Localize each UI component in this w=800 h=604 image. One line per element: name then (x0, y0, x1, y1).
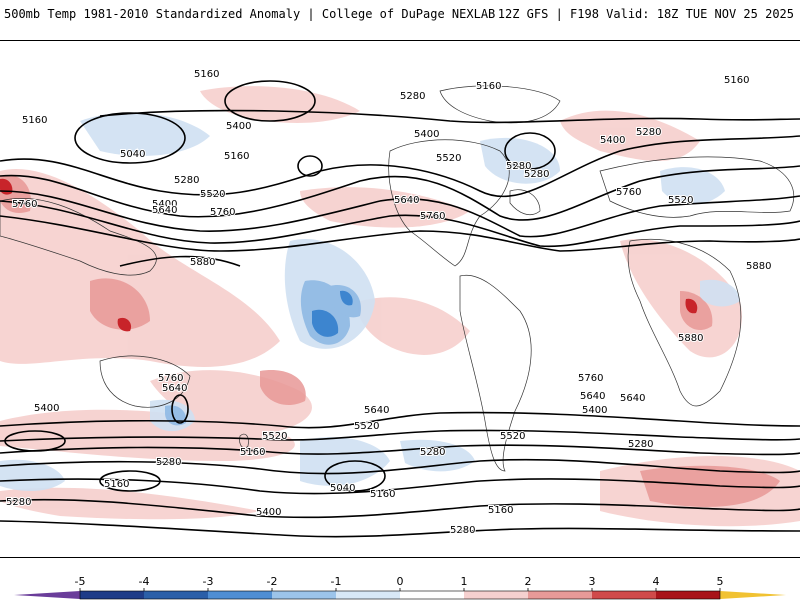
colorbar-tick-label: -3 (202, 575, 214, 588)
colorbar-ticks (79, 588, 721, 591)
contour-label: 5280 (156, 457, 181, 468)
colorbar-high-arrow (720, 591, 786, 599)
contour-label: 5760 (578, 373, 603, 384)
contour-label: 5280 (628, 439, 653, 450)
contour-label: 5400 (256, 507, 281, 518)
contour-label: 5640 (580, 391, 605, 402)
contour-label: 5640 (394, 195, 419, 206)
colorbar-tick-label: 0 (396, 575, 404, 588)
contour-label: 5160 (22, 115, 47, 126)
contour-label: 5160 (224, 151, 249, 162)
colorbar-segment (144, 591, 208, 599)
contour-label: 5640 (152, 205, 177, 216)
contour-label: 5880 (678, 333, 703, 344)
contour-label: 5160 (370, 489, 395, 500)
contour-label: 5640 (364, 405, 389, 416)
contour-label: 5280 (524, 169, 549, 180)
header: 500mb Temp 1981-2010 Standardized Anomal… (0, 0, 800, 40)
contour-label: 5520 (354, 421, 379, 432)
contour-label: 5400 (226, 121, 251, 132)
contour-label: 5400 (152, 199, 177, 210)
contour-label: 5520 (200, 189, 225, 200)
colorbar-segment (400, 591, 464, 599)
cool-anomaly-strong (312, 290, 353, 337)
contour-label: 5280 (450, 525, 475, 536)
contour-label: 5400 (34, 403, 59, 414)
colorbar-segment (336, 591, 400, 599)
colorbar-segment (272, 591, 336, 599)
contour-label: 5160 (476, 81, 501, 92)
height-contours (0, 80, 800, 538)
contour-label-group: 5160 5160 5160 5160 5160 5160 5160 5280 … (5, 68, 772, 537)
contour-label: 5640 (162, 383, 187, 394)
contour-label: 5160 (194, 69, 219, 80)
contour-label: 5160 (724, 75, 749, 86)
contour-label: 5520 (668, 195, 693, 206)
contour-label: 5520 (262, 431, 287, 442)
run-info: 12Z GFS | F198 Valid: 18Z TUE NOV 25 202… (497, 7, 794, 21)
colorbar-segment (592, 591, 656, 599)
colorbar-svg (14, 588, 786, 600)
colorbar-tick-label: -2 (266, 575, 278, 588)
contour-label: 5760 (158, 373, 183, 384)
contour-label: 5520 (500, 431, 525, 442)
colorbar-tick-label: -1 (330, 575, 342, 588)
anomaly-map: 5160 5160 5160 5160 5160 5160 5160 5280 … (0, 40, 800, 558)
contour-label: 5640 (620, 393, 645, 404)
contour-label: 5160 (104, 479, 129, 490)
contour-label: 5280 (174, 175, 199, 186)
contour-label: 5280 (506, 161, 531, 172)
colorbar-tick-label: 2 (524, 575, 532, 588)
colorbar: -5 -4 -3 -2 -1 0 1 2 3 4 5 (0, 560, 800, 600)
contour-label: 5400 (600, 135, 625, 146)
contour-label: 5280 (420, 447, 445, 458)
contour-label: 5040 (120, 149, 145, 160)
colorbar-segment (528, 591, 592, 599)
colorbar-tick-label: 1 (460, 575, 468, 588)
contour-label: 5880 (190, 257, 215, 268)
warm-anomaly-regions (0, 86, 800, 527)
contour-label: 5400 (582, 405, 607, 416)
colorbar-segment (80, 591, 144, 599)
colorbar-tick-label: 5 (716, 575, 724, 588)
colorbar-tick-label: -4 (138, 575, 150, 588)
colorbar-tick-label: 4 (652, 575, 660, 588)
colorbar-low-arrow (14, 591, 80, 599)
contour-label: 5520 (436, 153, 461, 164)
contour-label: 5160 (240, 447, 265, 458)
contour-label: 5760 (210, 207, 235, 218)
contour-label: 5040 (330, 483, 355, 494)
colorbar-tick-label: 3 (588, 575, 596, 588)
contour-label: 5760 (616, 187, 641, 198)
contour-label: 5760 (420, 211, 445, 222)
colorbar-tick-label: -5 (74, 575, 86, 588)
colorbar-segment (464, 591, 528, 599)
contour-label: 5160 (488, 505, 513, 516)
contour-label: 5880 (746, 261, 771, 272)
contour-label: 5280 (400, 91, 425, 102)
colorbar-segment (208, 591, 272, 599)
contour-label: 5400 (414, 129, 439, 140)
contour-label: 5280 (6, 497, 31, 508)
colorbar-segment (656, 591, 720, 599)
map-svg: 5160 5160 5160 5160 5160 5160 5160 5280 … (0, 68, 800, 538)
map-title: 500mb Temp 1981-2010 Standardized Anomal… (4, 7, 496, 21)
contour-label: 5760 (12, 199, 37, 210)
contour-label: 5280 (636, 127, 661, 138)
